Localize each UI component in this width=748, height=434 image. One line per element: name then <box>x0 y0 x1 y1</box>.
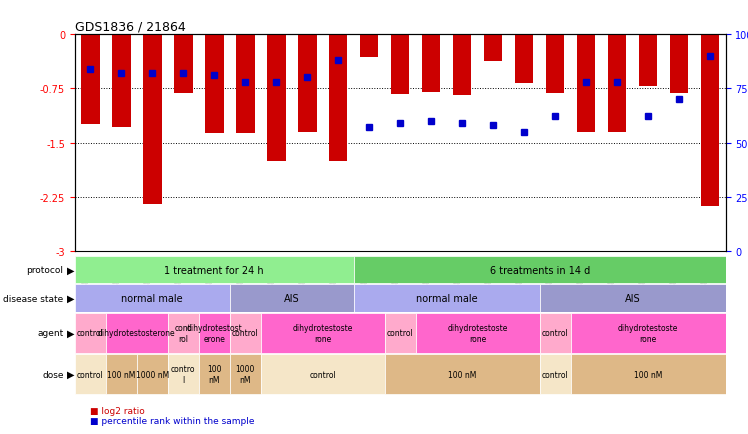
Text: dihydrotestost
erone: dihydrotestost erone <box>186 323 242 343</box>
FancyBboxPatch shape <box>571 355 726 394</box>
FancyBboxPatch shape <box>384 313 416 353</box>
Text: normal male: normal male <box>416 293 477 303</box>
Text: 1 treatment for 24 h: 1 treatment for 24 h <box>165 265 264 275</box>
Text: dihydrotestoste
rone: dihydrotestoste rone <box>618 323 678 343</box>
FancyBboxPatch shape <box>384 355 539 394</box>
Text: dihydrotestoste
rone: dihydrotestoste rone <box>447 323 508 343</box>
Text: ▶: ▶ <box>67 328 75 338</box>
Bar <box>205 35 224 134</box>
Text: 6 treatments in 14 d: 6 treatments in 14 d <box>489 265 589 275</box>
Text: ▶: ▶ <box>67 265 75 275</box>
FancyBboxPatch shape <box>416 313 539 353</box>
Bar <box>298 35 316 132</box>
Bar <box>360 35 378 58</box>
Text: control: control <box>232 329 259 338</box>
FancyBboxPatch shape <box>137 355 168 394</box>
Text: agent: agent <box>37 329 64 338</box>
FancyBboxPatch shape <box>168 313 199 353</box>
FancyBboxPatch shape <box>105 355 137 394</box>
Text: control: control <box>542 370 568 379</box>
Bar <box>329 35 348 161</box>
Bar <box>174 35 192 94</box>
FancyBboxPatch shape <box>75 355 105 394</box>
FancyBboxPatch shape <box>539 285 726 312</box>
Bar <box>546 35 565 94</box>
FancyBboxPatch shape <box>539 355 571 394</box>
Text: 100 nM: 100 nM <box>448 370 476 379</box>
FancyBboxPatch shape <box>230 285 354 312</box>
FancyBboxPatch shape <box>168 355 199 394</box>
Text: control: control <box>310 370 336 379</box>
Text: AIS: AIS <box>625 293 640 303</box>
Bar <box>608 35 626 132</box>
Text: dihydrotestosterone: dihydrotestosterone <box>98 329 176 338</box>
Text: cont
rol: cont rol <box>175 323 191 343</box>
Bar <box>267 35 286 161</box>
FancyBboxPatch shape <box>199 355 230 394</box>
FancyBboxPatch shape <box>571 313 726 353</box>
Text: ■ log2 ratio: ■ log2 ratio <box>90 406 144 414</box>
Text: 100 nM: 100 nM <box>107 370 135 379</box>
Bar <box>236 35 254 134</box>
Text: 100
nM: 100 nM <box>207 365 221 384</box>
Bar <box>701 35 720 207</box>
Text: dose: dose <box>42 370 64 379</box>
Bar <box>391 35 409 95</box>
Text: dihydrotestoste
rone: dihydrotestoste rone <box>292 323 353 343</box>
Text: control: control <box>77 329 104 338</box>
Text: disease state: disease state <box>3 294 64 303</box>
Bar <box>515 35 533 84</box>
FancyBboxPatch shape <box>75 313 105 353</box>
Text: control: control <box>387 329 414 338</box>
Text: control: control <box>542 329 568 338</box>
FancyBboxPatch shape <box>230 313 261 353</box>
FancyBboxPatch shape <box>75 256 354 284</box>
Text: 1000
nM: 1000 nM <box>236 365 255 384</box>
FancyBboxPatch shape <box>539 313 571 353</box>
Bar <box>81 35 99 125</box>
FancyBboxPatch shape <box>354 285 539 312</box>
Text: GDS1836 / 21864: GDS1836 / 21864 <box>75 20 186 33</box>
Text: AIS: AIS <box>284 293 299 303</box>
Bar <box>669 35 688 94</box>
Text: ▶: ▶ <box>67 369 75 379</box>
Bar <box>639 35 657 87</box>
Text: ■ percentile rank within the sample: ■ percentile rank within the sample <box>90 417 254 425</box>
FancyBboxPatch shape <box>261 313 384 353</box>
Text: contro
l: contro l <box>171 365 195 384</box>
FancyBboxPatch shape <box>199 313 230 353</box>
Bar <box>422 35 441 92</box>
FancyBboxPatch shape <box>105 313 168 353</box>
FancyBboxPatch shape <box>75 285 230 312</box>
Bar <box>577 35 595 132</box>
Text: 1000 nM: 1000 nM <box>135 370 169 379</box>
Text: 100 nM: 100 nM <box>634 370 662 379</box>
Bar <box>484 35 503 62</box>
Text: protocol: protocol <box>27 266 64 275</box>
FancyBboxPatch shape <box>354 256 726 284</box>
Bar <box>112 35 131 127</box>
Bar <box>143 35 162 205</box>
Text: control: control <box>77 370 104 379</box>
FancyBboxPatch shape <box>230 355 261 394</box>
FancyBboxPatch shape <box>261 355 384 394</box>
Bar <box>453 35 471 96</box>
Text: ▶: ▶ <box>67 293 75 303</box>
Text: normal male: normal male <box>121 293 183 303</box>
